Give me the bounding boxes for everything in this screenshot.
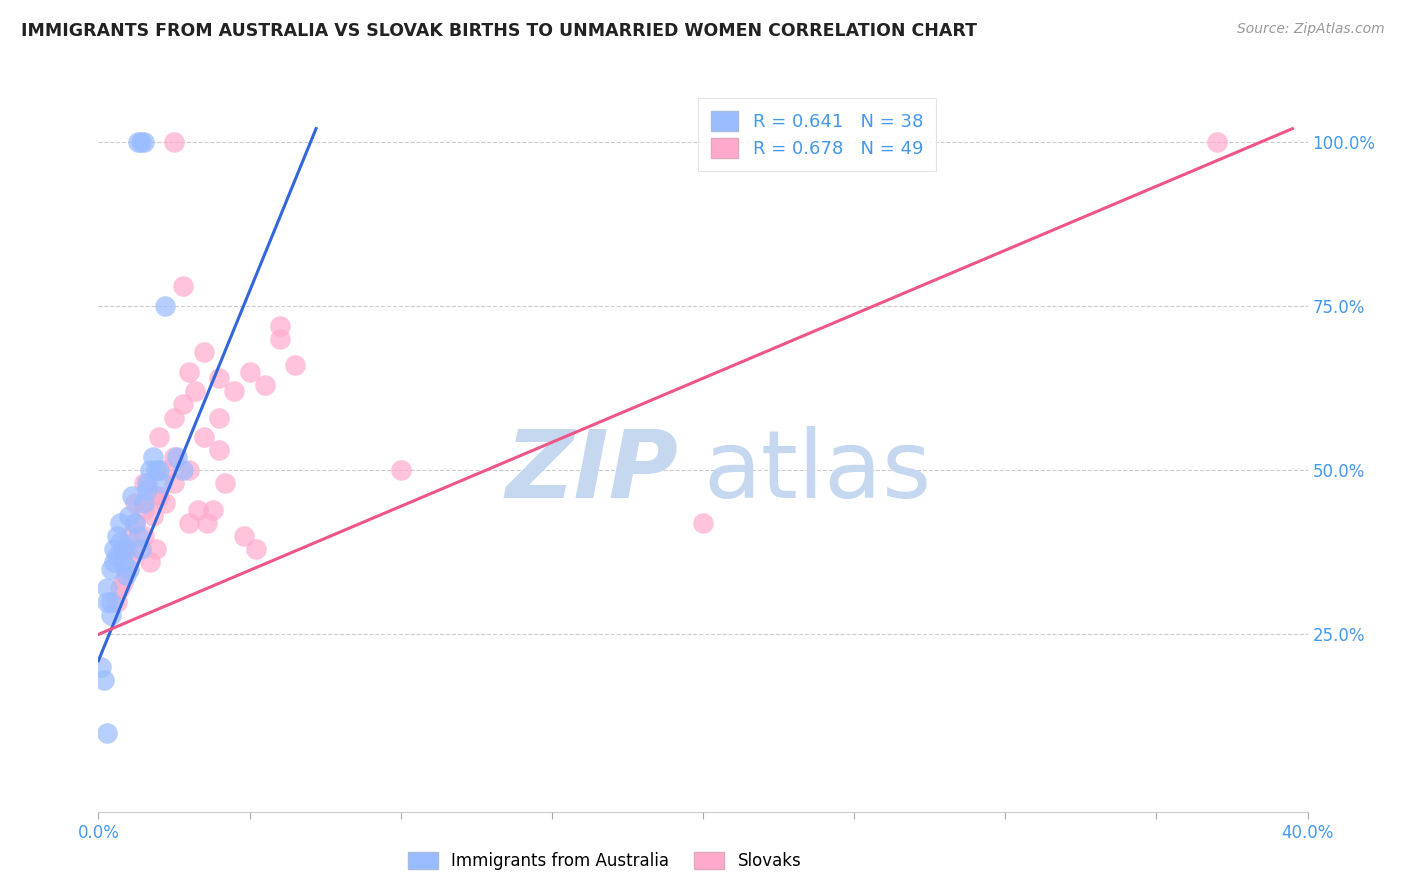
Point <box>187 502 209 516</box>
Point <box>142 450 165 464</box>
Point <box>127 529 149 543</box>
Point <box>193 430 215 444</box>
Point <box>172 397 194 411</box>
Point <box>172 279 194 293</box>
Point <box>135 483 157 497</box>
Point <box>111 555 134 569</box>
Point <box>90 660 112 674</box>
Point <box>150 476 173 491</box>
Point <box>239 365 262 379</box>
Point <box>100 607 122 622</box>
Point <box>148 490 170 504</box>
Legend: Immigrants from Australia, Slovaks: Immigrants from Australia, Slovaks <box>401 845 808 877</box>
Point <box>195 516 218 530</box>
Point <box>193 345 215 359</box>
Point <box>179 463 201 477</box>
Point <box>153 299 176 313</box>
Point <box>124 496 146 510</box>
Point <box>118 529 141 543</box>
Point <box>114 562 136 576</box>
Point <box>148 430 170 444</box>
Point <box>105 529 128 543</box>
Point <box>127 135 149 149</box>
Point <box>111 541 134 556</box>
Point <box>253 377 276 392</box>
Point <box>108 516 131 530</box>
Point <box>129 541 152 556</box>
Point <box>163 476 186 491</box>
Point <box>135 476 157 491</box>
Point <box>108 535 131 549</box>
Point <box>172 463 194 477</box>
Point <box>153 463 176 477</box>
Point <box>153 496 176 510</box>
Point <box>105 594 128 608</box>
Point <box>132 502 155 516</box>
Point <box>208 410 231 425</box>
Text: Source: ZipAtlas.com: Source: ZipAtlas.com <box>1237 22 1385 37</box>
Point <box>105 549 128 563</box>
Point <box>132 135 155 149</box>
Point <box>103 555 125 569</box>
Point <box>179 365 201 379</box>
Point <box>202 502 225 516</box>
Point <box>129 135 152 149</box>
Point <box>108 582 131 596</box>
Point <box>148 463 170 477</box>
Text: ZIP: ZIP <box>506 426 679 518</box>
Point <box>142 490 165 504</box>
Point <box>100 562 122 576</box>
Point <box>163 450 186 464</box>
Point <box>103 541 125 556</box>
Point <box>142 509 165 524</box>
Point <box>114 541 136 556</box>
Point <box>208 443 231 458</box>
Point <box>232 529 254 543</box>
Point <box>179 516 201 530</box>
Point <box>96 726 118 740</box>
Point <box>111 541 134 556</box>
Point <box>121 490 143 504</box>
Text: atlas: atlas <box>703 426 931 518</box>
Point <box>1206 135 1229 149</box>
Point <box>139 463 162 477</box>
Point <box>124 516 146 530</box>
Point <box>132 529 155 543</box>
Point <box>166 450 188 464</box>
Point <box>284 358 307 372</box>
Point <box>389 463 412 477</box>
Point <box>145 463 167 477</box>
Point <box>245 541 267 556</box>
Point <box>184 384 207 399</box>
Point <box>96 582 118 596</box>
Point <box>163 410 186 425</box>
Point <box>269 318 291 333</box>
Point <box>145 541 167 556</box>
Point <box>208 371 231 385</box>
Point <box>124 516 146 530</box>
Point <box>132 496 155 510</box>
Point <box>118 509 141 524</box>
Point <box>118 562 141 576</box>
Point <box>224 384 246 399</box>
Point <box>139 555 162 569</box>
Text: IMMIGRANTS FROM AUSTRALIA VS SLOVAK BIRTHS TO UNMARRIED WOMEN CORRELATION CHART: IMMIGRANTS FROM AUSTRALIA VS SLOVAK BIRT… <box>21 22 977 40</box>
Point <box>111 574 134 589</box>
Point <box>124 541 146 556</box>
Point <box>692 516 714 530</box>
Point <box>93 673 115 688</box>
Point <box>118 555 141 569</box>
Point <box>100 594 122 608</box>
Point <box>132 476 155 491</box>
Point <box>96 594 118 608</box>
Legend: R = 0.641   N = 38, R = 0.678   N = 49: R = 0.641 N = 38, R = 0.678 N = 49 <box>699 98 936 170</box>
Point <box>214 476 236 491</box>
Point <box>269 332 291 346</box>
Point <box>114 568 136 582</box>
Point <box>163 135 186 149</box>
